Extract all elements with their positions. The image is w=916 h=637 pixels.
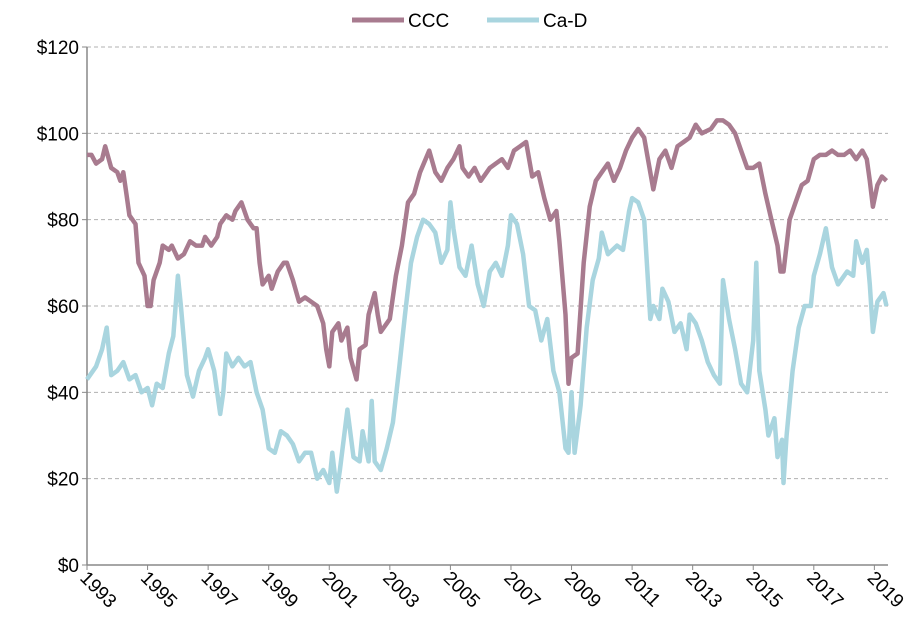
x-tick-label: 2001 [318, 568, 363, 613]
line-series [85, 195, 889, 494]
y-tick-label: $100 [37, 124, 79, 145]
x-tick-label: 1997 [197, 568, 242, 613]
legend-label: CCC [408, 11, 449, 32]
x-tick-label: 2009 [560, 568, 605, 613]
line-series [87, 118, 889, 386]
y-tick-label: $40 [47, 383, 79, 404]
y-tick-label: $120 [37, 38, 79, 59]
x-tick-label: 2011 [621, 568, 665, 612]
x-tick-label: 2005 [439, 568, 484, 613]
x-tick-label: 2007 [499, 568, 544, 613]
x-tick-label: 2003 [378, 568, 423, 613]
x-tick-label: 2015 [742, 568, 787, 613]
x-tick-label: 2017 [802, 568, 847, 613]
x-tick-label: 1999 [257, 568, 302, 613]
x-tick-label: 1995 [136, 568, 181, 613]
y-tick-label: $0 [58, 556, 79, 577]
x-tick-label: 1993 [75, 568, 120, 613]
y-tick-label: $20 [47, 470, 79, 491]
y-tick-label: $60 [47, 297, 79, 318]
x-tick-label: 2019 [863, 568, 908, 613]
legend-label: Ca-D [543, 11, 587, 32]
y-tick-label: $80 [47, 211, 79, 232]
x-tick-label: 2013 [681, 568, 726, 613]
